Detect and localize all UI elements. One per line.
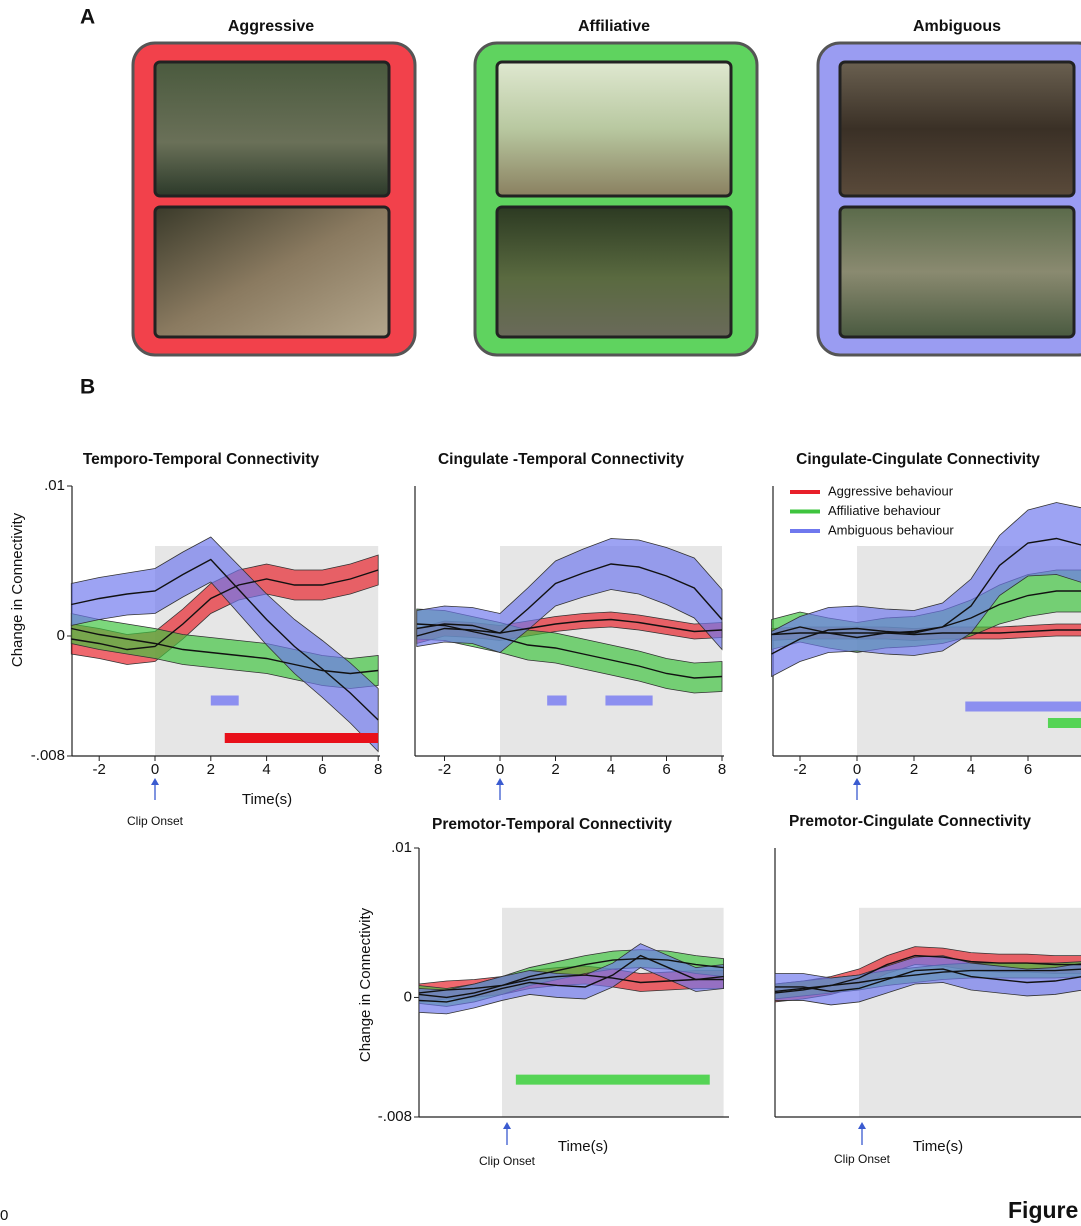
- chart-title: Cingulate -Temporal Connectivity: [438, 451, 684, 468]
- x-axis-label: Time(s): [913, 1138, 963, 1155]
- y-tick-label: -.008: [31, 747, 65, 764]
- significance-bar: [225, 733, 378, 743]
- panel-label: A: [80, 6, 95, 29]
- onset-arrowhead: [858, 1122, 866, 1129]
- significance-bar: [516, 1075, 710, 1085]
- significance-bar: [211, 696, 239, 706]
- onset-arrowhead: [853, 778, 861, 785]
- group-title: Affiliative: [578, 18, 650, 35]
- chart: Cingulate -Temporal Connectivity -2 0 2 4 6 8: [415, 451, 726, 800]
- y-axis-label: Change in Connectivity: [357, 907, 374, 1062]
- significance-bar: [1048, 718, 1081, 728]
- y-tick-label: 0: [404, 988, 412, 1005]
- x-tick-label: 0: [151, 761, 159, 778]
- figure-label: Figure 6: [1008, 1197, 1081, 1223]
- x-tick-label: -2: [438, 761, 451, 778]
- onset-label: Clip Onset: [127, 814, 184, 828]
- x-tick-label: 6: [1024, 761, 1032, 778]
- legend-label: Affiliative behaviour: [828, 503, 941, 518]
- page-fragment: 0: [0, 1207, 8, 1224]
- x-tick-label: 8: [374, 761, 382, 778]
- video-still: [840, 207, 1074, 337]
- x-tick-label: 4: [607, 761, 615, 778]
- x-tick-label: -2: [93, 761, 106, 778]
- onset-label: Clip Onset: [479, 1154, 536, 1168]
- significance-bar: [547, 696, 566, 706]
- legend-label: Ambiguous behaviour: [828, 522, 954, 537]
- x-tick-label: 0: [496, 761, 504, 778]
- video-still: [497, 62, 731, 196]
- x-axis-label: Time(s): [242, 791, 292, 808]
- significance-bar: [605, 696, 652, 706]
- x-tick-label: -2: [793, 761, 806, 778]
- chart-title: Cingulate-Cingulate Connectivity: [796, 451, 1040, 468]
- group-title: Aggressive: [228, 18, 314, 35]
- stimulus-shade: [502, 908, 724, 1117]
- x-tick-label: 8: [718, 761, 726, 778]
- figure: A B Aggressive Affiliative Ambiguous Tempor…: [0, 0, 1081, 1226]
- x-tick-label: 2: [910, 761, 918, 778]
- video-still: [497, 207, 731, 337]
- chart-title: Premotor-Cingulate Connectivity: [789, 813, 1031, 830]
- video-still: [155, 207, 389, 337]
- panel-label: B: [80, 376, 95, 399]
- onset-arrowhead: [151, 778, 159, 785]
- x-tick-label: 4: [262, 761, 270, 778]
- x-tick-label: 2: [207, 761, 215, 778]
- x-tick-label: 6: [318, 761, 326, 778]
- chart: Temporo-Temporal Connectivity .01 0 -.008 -2…: [9, 451, 382, 828]
- x-axis-label: Time(s): [558, 1138, 608, 1155]
- onset-arrowhead: [496, 778, 504, 785]
- x-tick-label: 2: [551, 761, 559, 778]
- stimulus-shade: [859, 908, 1081, 1117]
- x-tick-label: 6: [662, 761, 670, 778]
- y-tick-label: .01: [391, 839, 412, 856]
- video-still: [155, 62, 389, 196]
- y-axis-label: Change in Connectivity: [9, 512, 26, 667]
- x-tick-label: 0: [853, 761, 861, 778]
- onset-label: Clip Onset: [834, 1152, 891, 1166]
- video-still: [840, 62, 1074, 196]
- chart: Premotor-Cingulate Connectivity Time(s) Cl…: [775, 813, 1081, 1166]
- chart: Cingulate-Cingulate Connectivity-202468A…: [772, 451, 1081, 800]
- y-tick-label: 0: [57, 627, 65, 644]
- chart-title: Temporo-Temporal Connectivity: [83, 451, 320, 468]
- legend-label: Aggressive behaviour: [828, 483, 954, 498]
- significance-bar: [965, 702, 1081, 712]
- y-tick-label: -.008: [378, 1108, 412, 1125]
- chart-title: Premotor-Temporal Connectivity: [432, 816, 672, 833]
- onset-arrowhead: [503, 1122, 511, 1129]
- page: A B Aggressive Affiliative Ambiguous Tempor…: [0, 0, 1081, 1226]
- x-tick-label: 4: [967, 761, 975, 778]
- y-tick-label: .01: [44, 477, 65, 494]
- group-title: Ambiguous: [913, 18, 1001, 35]
- chart: Premotor-Temporal Connectivity .01 0 -.008 C…: [357, 816, 729, 1168]
